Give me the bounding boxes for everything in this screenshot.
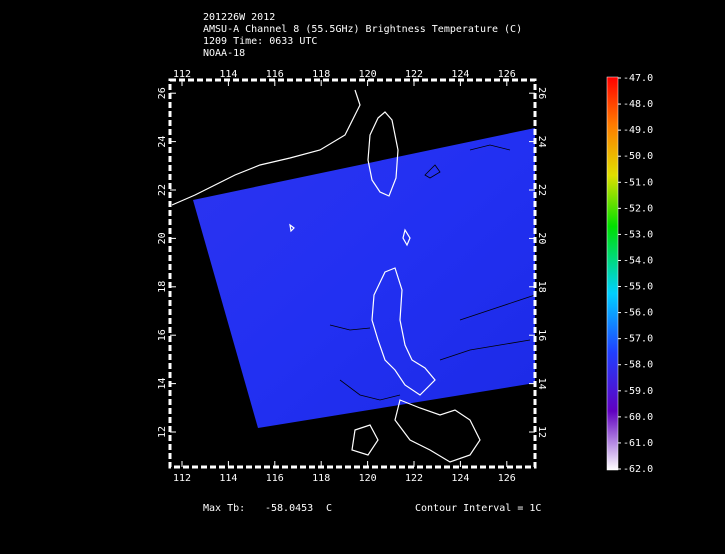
header-line: 201226W 2012 <box>203 12 275 23</box>
colorbar-label: -61.0 <box>623 438 653 449</box>
coastlines <box>171 89 481 463</box>
lat-label-left: 14 <box>157 378 168 390</box>
lat-label-left: 26 <box>157 87 168 99</box>
lon-label-top: 122 <box>405 69 423 80</box>
colorbar-label: -53.0 <box>623 229 653 240</box>
lat-label-left: 24 <box>157 136 168 148</box>
header: 201226W 2012 AMSU-A Channel 8 (55.5GHz) … <box>203 12 522 59</box>
lat-label-left: 22 <box>157 184 168 196</box>
lat-label-right: 12 <box>536 426 547 438</box>
lon-label-bottom: 114 <box>219 473 237 484</box>
max-label: Max Tb: <box>203 503 245 514</box>
colorbar-label: -52.0 <box>623 203 653 214</box>
lon-label-bottom: 124 <box>451 473 469 484</box>
lon-label-top: 124 <box>451 69 469 80</box>
lat-label-left: 20 <box>157 232 168 244</box>
lon-label-bottom: 122 <box>405 473 423 484</box>
lon-label-bottom: 118 <box>312 473 330 484</box>
lon-label-top: 116 <box>266 69 284 80</box>
lat-label-left: 16 <box>157 329 168 341</box>
lat-label-right: 24 <box>536 136 547 148</box>
lat-label-right: 22 <box>536 184 547 196</box>
lat-label-right: 26 <box>536 87 547 99</box>
lat-label-right: 14 <box>536 378 547 390</box>
lat-label-right: 20 <box>536 232 547 244</box>
map-frame <box>168 78 537 469</box>
lat-label-right: 18 <box>536 281 547 293</box>
colorbar-label: -59.0 <box>623 386 653 397</box>
colorbar-label: -51.0 <box>623 177 653 188</box>
lon-label-bottom: 116 <box>266 473 284 484</box>
swath <box>193 128 535 428</box>
lon-label-bottom: 120 <box>359 473 377 484</box>
colorbar-label: -56.0 <box>623 308 653 319</box>
colorbar-label: -57.0 <box>623 334 653 345</box>
colorbar-label: -58.0 <box>623 360 653 371</box>
colorbar-label: -60.0 <box>623 412 653 423</box>
colorbar-label: -55.0 <box>623 282 653 293</box>
lon-label-top: 120 <box>359 69 377 80</box>
colorbar-label: -62.0 <box>623 464 653 475</box>
max-value: -58.0453 <box>265 503 313 514</box>
lat-label-left: 18 <box>157 281 168 293</box>
footer: Max Tb: -58.0453 C Contour Interval = 1C <box>203 503 541 514</box>
contour-interval: Contour Interval = 1C <box>415 503 541 514</box>
colorbar-label: -54.0 <box>623 255 653 266</box>
lon-label-top: 126 <box>498 69 516 80</box>
lon-label-top: 114 <box>219 69 237 80</box>
colorbar <box>606 76 619 471</box>
max-unit: C <box>326 503 332 514</box>
lon-label-top: 118 <box>312 69 330 80</box>
colorbar-label: -49.0 <box>623 125 653 136</box>
lon-label-top: 112 <box>173 69 191 80</box>
colorbar-label: -48.0 <box>623 99 653 110</box>
colorbar-label: -50.0 <box>623 151 653 162</box>
lat-label-left: 12 <box>157 426 168 438</box>
lat-label-right: 16 <box>536 329 547 341</box>
lon-label-bottom: 112 <box>173 473 191 484</box>
contours <box>329 144 536 401</box>
lon-label-bottom: 126 <box>498 473 516 484</box>
header-line: 1209 Time: 0633 UTC <box>203 36 317 47</box>
map <box>168 78 537 469</box>
header-line: NOAA-18 <box>203 48 245 59</box>
header-line: AMSU-A Channel 8 (55.5GHz) Brightness Te… <box>203 24 522 35</box>
colorbar-label: -47.0 <box>623 73 653 84</box>
